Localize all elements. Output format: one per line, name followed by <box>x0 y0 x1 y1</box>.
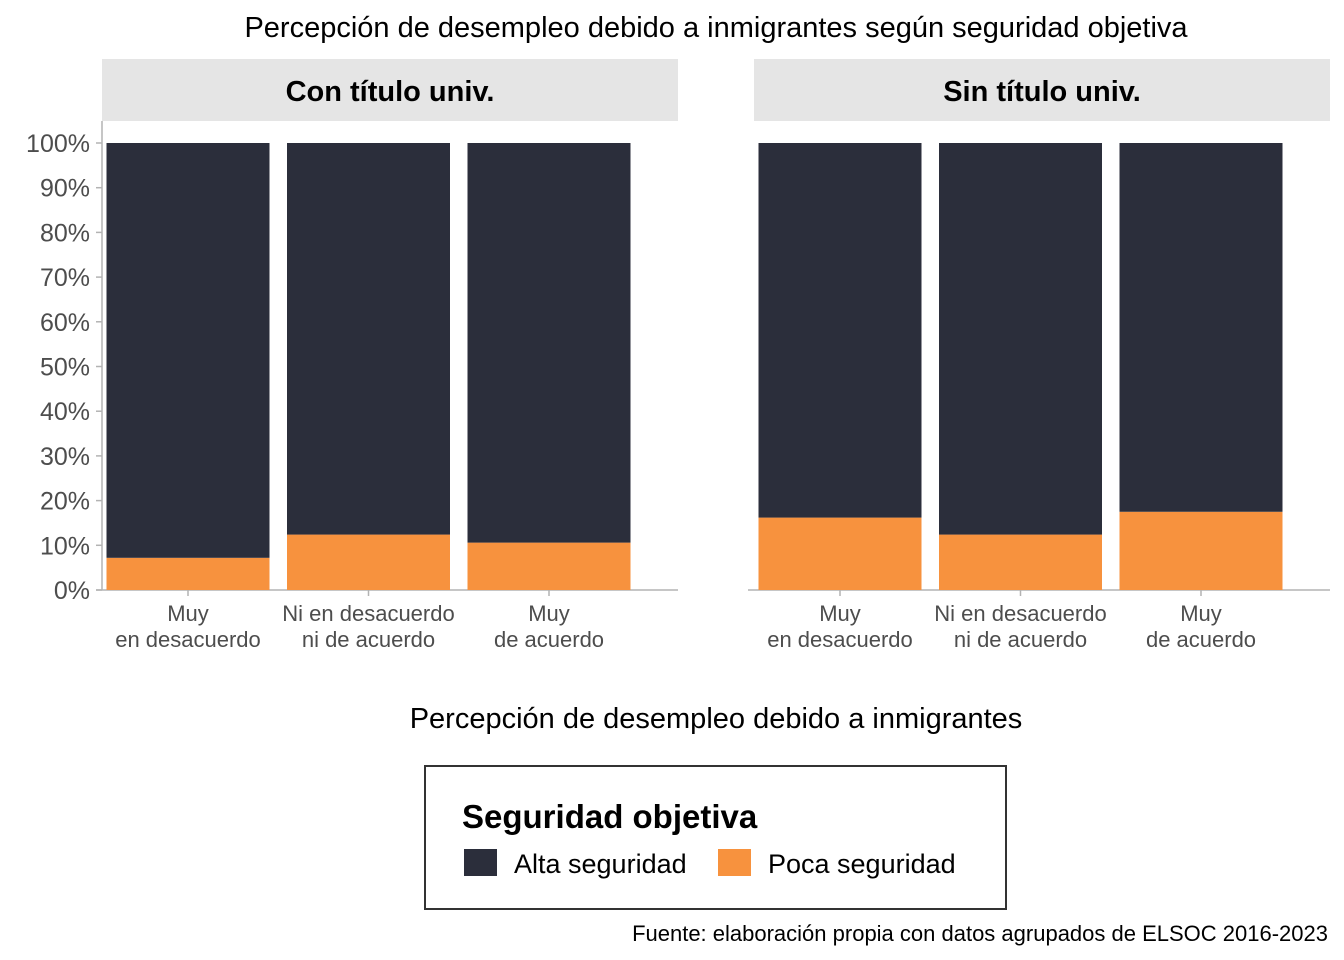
legend-swatch <box>718 849 751 876</box>
facet-strip <box>102 59 678 121</box>
bar-alta-seguridad <box>287 143 450 535</box>
y-tick-label: 0% <box>54 577 90 605</box>
y-tick-label: 60% <box>40 309 90 337</box>
y-tick-label: 100% <box>26 130 90 158</box>
legend-title: Seguridad objetiva <box>462 798 758 835</box>
bar-alta-seguridad <box>467 143 631 543</box>
x-tick-label: Ni en desacuerdo ni de acuerdo <box>282 601 454 652</box>
bar-poca-seguridad <box>1119 511 1283 590</box>
y-tick-label: 80% <box>40 219 90 247</box>
bar-poca-seguridad <box>467 542 631 590</box>
legend-label: Alta seguridad <box>514 849 687 879</box>
bar-alta-seguridad <box>758 143 922 518</box>
y-tick-label: 20% <box>40 488 90 516</box>
legend-swatch <box>464 849 497 876</box>
y-tick-label: 40% <box>40 398 90 426</box>
x-tick-label: Muy en desacuerdo <box>115 601 261 652</box>
x-tick-label: Muy en desacuerdo <box>767 601 913 652</box>
y-tick-label: 90% <box>40 175 90 203</box>
legend-label: Poca seguridad <box>768 849 956 879</box>
facet-label: Sin título univ. <box>943 76 1141 108</box>
legend-items: Alta seguridad Poca seguridad <box>464 849 956 879</box>
bar-alta-seguridad <box>939 143 1102 535</box>
chart-title: Percepción de desempleo debido a inmigra… <box>244 12 1188 44</box>
x-tick-label: Muy de acuerdo <box>494 601 604 652</box>
legend-box <box>424 765 1007 910</box>
bar-alta-seguridad <box>1119 143 1283 512</box>
bar-poca-seguridad <box>939 534 1102 590</box>
bar-poca-seguridad <box>758 517 922 590</box>
y-tick-label: 30% <box>40 443 90 471</box>
bar-alta-seguridad <box>106 143 270 558</box>
y-tick-label: 10% <box>40 532 90 560</box>
y-tick-label: 50% <box>40 354 90 382</box>
chart-caption: Fuente: elaboración propia con datos agr… <box>632 921 1328 946</box>
facet-label: Con título univ. <box>286 76 495 108</box>
x-tick-label: Ni en desacuerdo ni de acuerdo <box>934 601 1106 652</box>
facet-strip <box>754 59 1330 121</box>
x-tick-label: Muy de acuerdo <box>1146 601 1256 652</box>
x-axis-label: Percepción de desempleo debido a inmigra… <box>410 703 1023 735</box>
legend: Seguridad objetiva Alta seguridad Poca se… <box>424 765 1007 910</box>
bar-poca-seguridad <box>287 534 450 590</box>
bar-poca-seguridad <box>106 557 270 590</box>
y-axis: 0% 10% 20% 30% 40% 50% 60% 70% 80% 90% 100% <box>26 121 103 605</box>
facets: Con título univ. Muy en desacuerdo Ni en de… <box>96 59 1330 652</box>
facet-panel: Sin título univ. Muy en desacuerdo Ni en de… <box>748 59 1330 652</box>
facet-panel: Con título univ. Muy en desacuerdo Ni en de… <box>96 59 678 652</box>
y-tick-label: 70% <box>40 264 90 292</box>
